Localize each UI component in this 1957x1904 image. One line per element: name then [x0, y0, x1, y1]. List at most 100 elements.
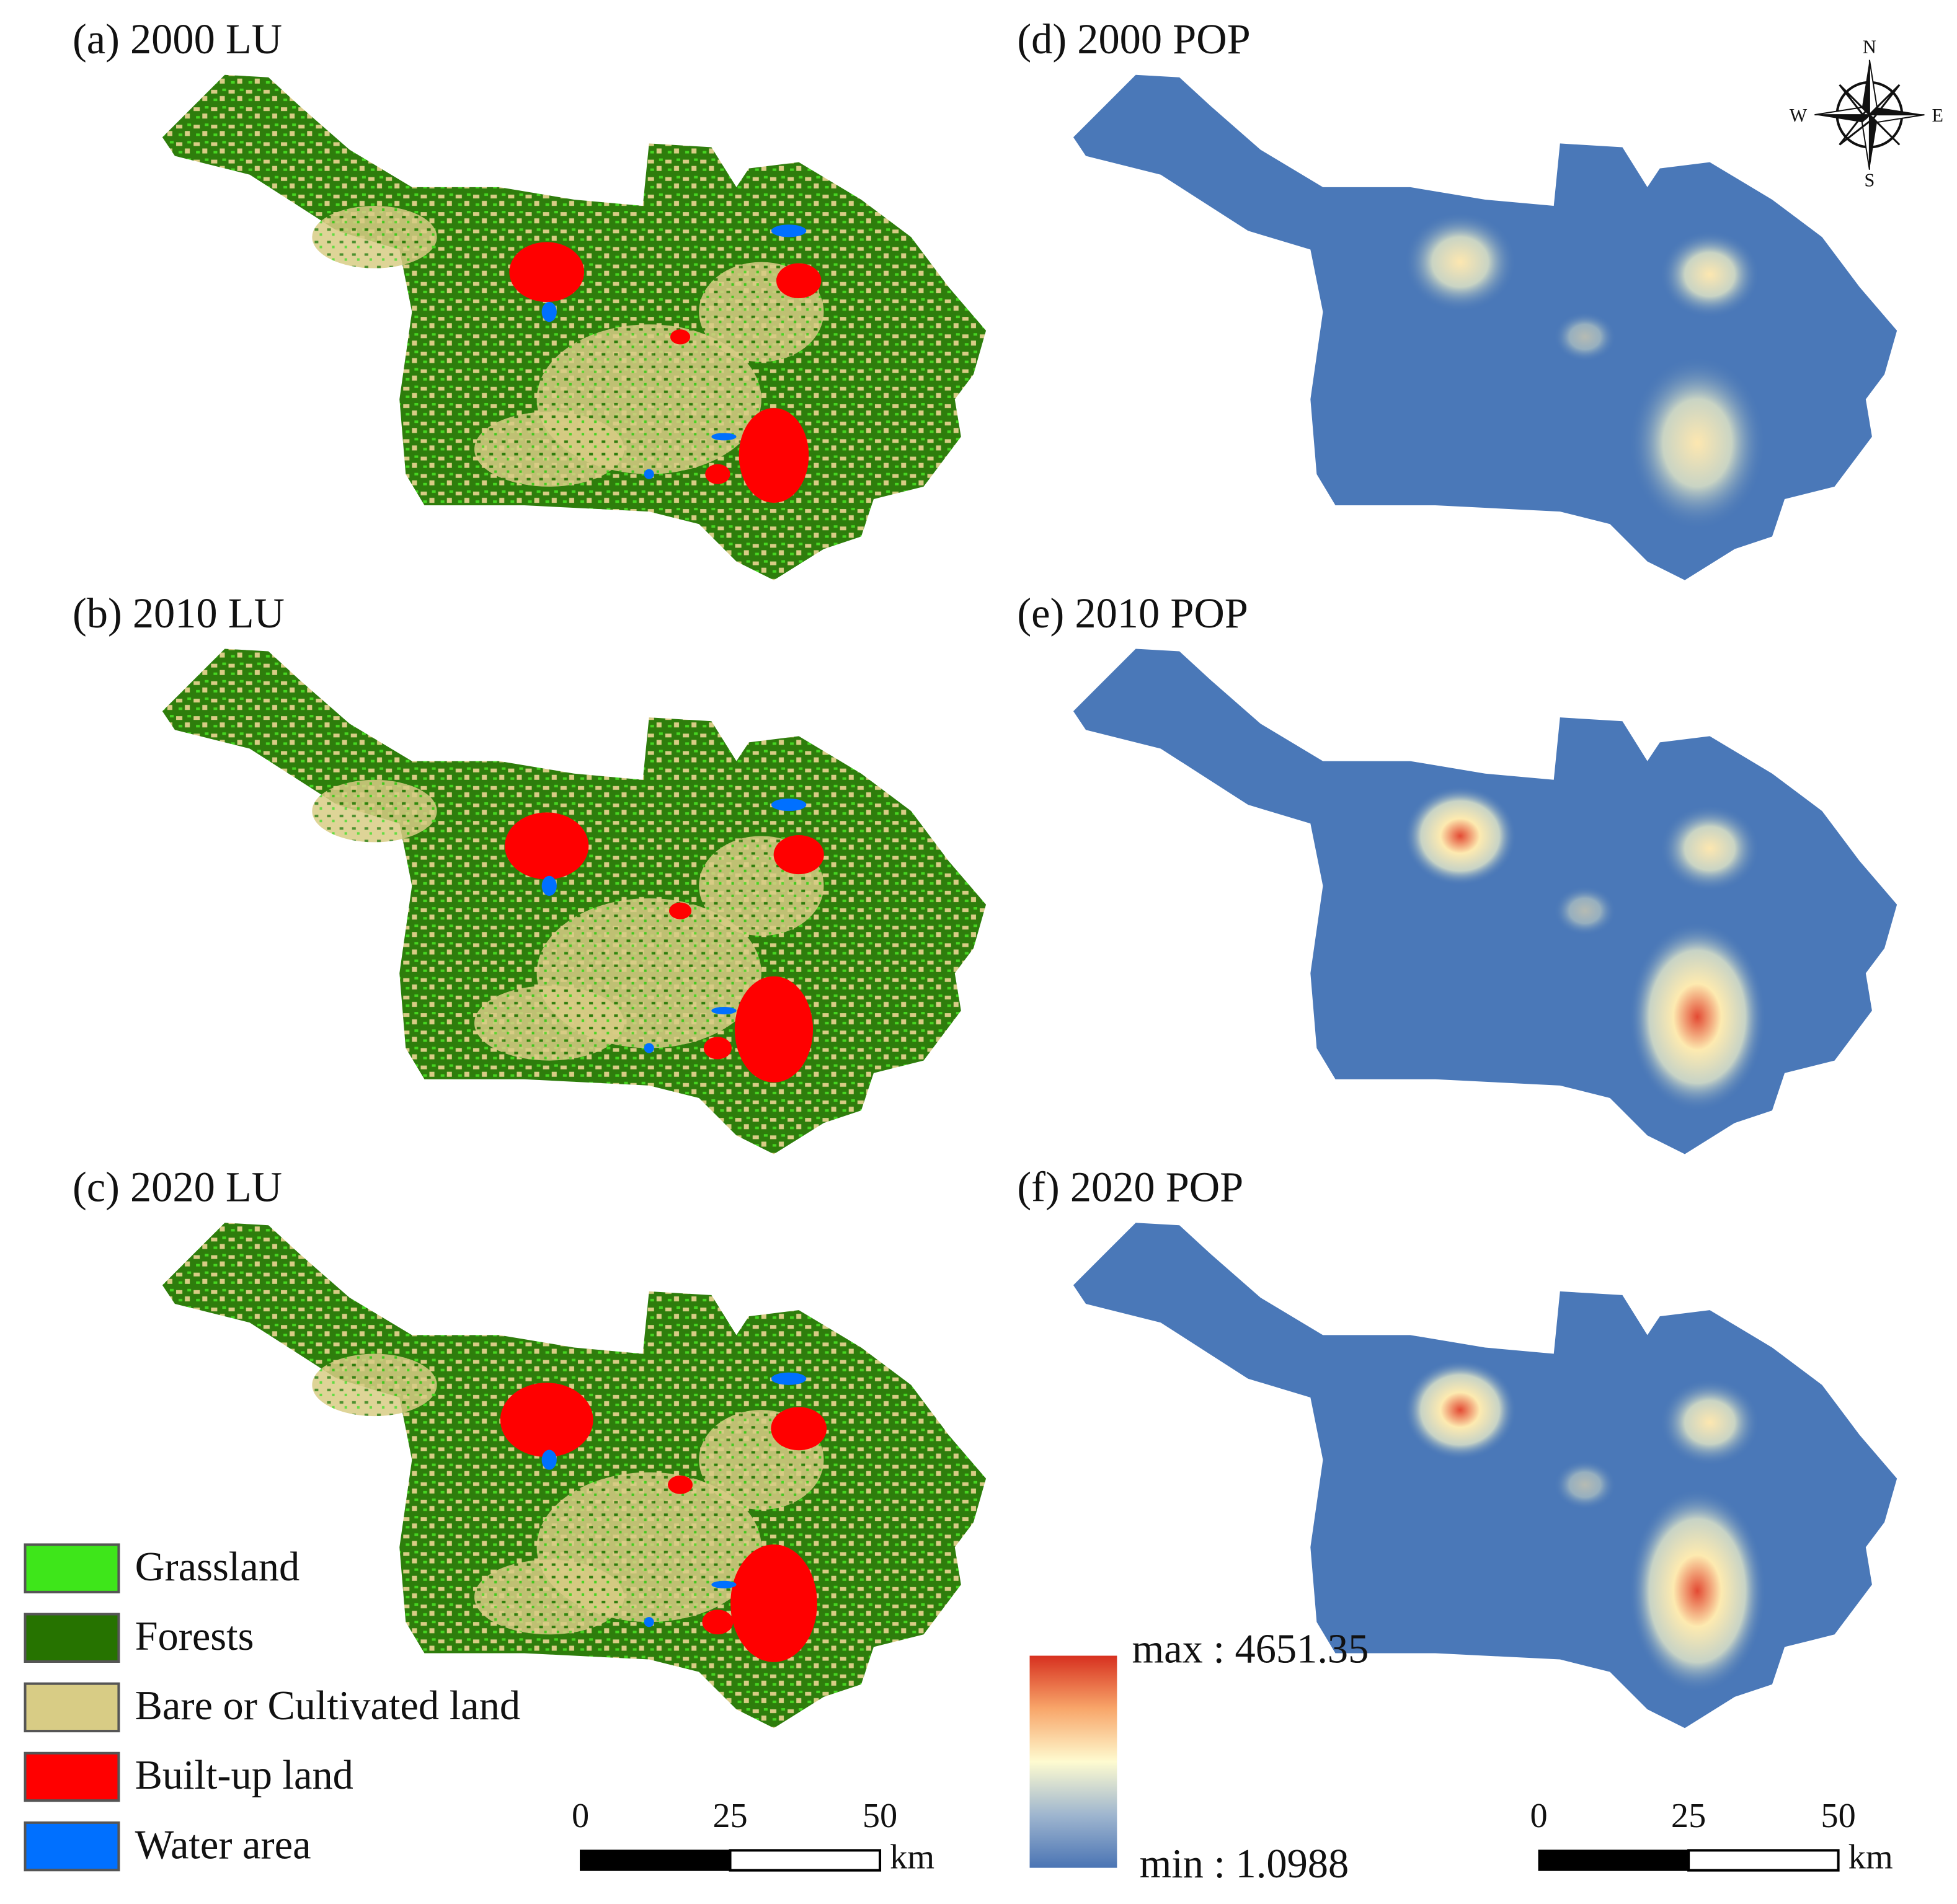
legend-swatch [24, 1821, 120, 1872]
population-hotspot [1553, 885, 1617, 936]
water-area [644, 1617, 654, 1627]
population-hotspot [1628, 922, 1766, 1112]
water-area [541, 875, 557, 896]
panel-title: (d) 2000 POP [1017, 15, 1250, 63]
scale-label: 0 [1530, 1797, 1548, 1835]
panel-title: (f) 2020 POP [1017, 1164, 1243, 1211]
bare-land [474, 1559, 624, 1635]
compass-star [1868, 114, 1925, 123]
legend-swatch [24, 1613, 120, 1663]
scale-unit: km [1848, 1838, 1893, 1876]
built-up-land [773, 835, 824, 875]
legend-label: Built-up land [135, 1753, 353, 1798]
compass: N E S W [1790, 36, 1943, 190]
panel-title: (a) 2000 LU [73, 15, 282, 63]
legend-label: Grassland [135, 1544, 300, 1590]
legend: Grassland Forests Bare or Cultivated land B… [24, 1543, 520, 1872]
built-up-land [670, 329, 691, 345]
population-hotspot [1553, 1459, 1617, 1510]
map [1073, 1223, 1897, 1729]
compass-w: W [1790, 105, 1808, 126]
water-area [644, 469, 654, 479]
compass-star [1839, 84, 1901, 146]
legend-swatch [24, 1682, 120, 1733]
colorbar: max : 4651.35 min : 1.0988 [1029, 1627, 1369, 1887]
scale-label: 50 [1821, 1797, 1855, 1835]
panel-title: (e) 2010 POP [1017, 590, 1248, 637]
map-area [162, 649, 987, 1154]
built-up-land [703, 1037, 732, 1060]
compass-n: N [1863, 36, 1876, 57]
map-area [162, 1223, 987, 1729]
scale-label: 25 [1671, 1797, 1706, 1835]
water-area [711, 433, 737, 441]
scale-bar-segment [729, 1849, 882, 1872]
map [162, 649, 987, 1154]
compass-s: S [1864, 170, 1875, 191]
water-area [541, 302, 557, 322]
built-up-land [500, 1383, 593, 1458]
water-area [771, 1372, 807, 1385]
scale-bar-segment [1687, 1849, 1840, 1872]
map-area [1073, 74, 1897, 580]
legend-label: Forests [135, 1614, 254, 1659]
legend-label: Water area [135, 1822, 311, 1867]
water-area [711, 1007, 737, 1015]
colorbar-ramp [1029, 1655, 1117, 1868]
built-up-land [771, 1407, 827, 1451]
map [1073, 649, 1897, 1154]
panel-title: (b) 2010 LU [73, 590, 285, 637]
water-area [771, 224, 807, 237]
water-area [711, 1580, 737, 1588]
built-up-land [730, 1544, 817, 1662]
population-hotspot [1628, 355, 1766, 531]
population-hotspot [1404, 212, 1517, 312]
legend-swatch [24, 1543, 120, 1593]
scale-bar-segment [1538, 1849, 1690, 1871]
scale-label: 0 [572, 1797, 589, 1835]
built-up-land [776, 263, 822, 298]
colorbar-min: min : 1.0988 [1140, 1841, 1349, 1887]
bare-land [312, 206, 437, 268]
bare-land [474, 412, 624, 487]
built-up-land [509, 242, 585, 303]
built-up-land [668, 902, 692, 919]
built-up-land [505, 812, 589, 880]
built-up-land [734, 976, 814, 1083]
compass-e: E [1932, 105, 1943, 126]
scale-label: 50 [863, 1797, 897, 1835]
panels: (a) 2000 LU (b) 2010 LU (c) 2020 LU (d) 200… [73, 15, 1897, 1729]
water-area [644, 1043, 654, 1053]
map-area [162, 74, 987, 580]
map-area [1073, 649, 1897, 1154]
population-hotspot [1404, 786, 1517, 886]
scale-unit: km [890, 1838, 934, 1876]
panel-title: (c) 2020 LU [73, 1164, 282, 1211]
map [162, 1223, 987, 1729]
built-up-land [702, 1610, 734, 1635]
compass-star [1868, 60, 1878, 117]
population-hotspot [1628, 1488, 1766, 1693]
colorbar-max: max : 4651.35 [1132, 1627, 1369, 1672]
water-area [541, 1450, 557, 1470]
population-hotspot [1659, 805, 1760, 892]
built-up-land [705, 464, 730, 484]
map [162, 74, 987, 580]
legend-label: Bare or Cultivated land [135, 1683, 520, 1729]
map [1073, 74, 1897, 580]
bare-land [474, 985, 624, 1061]
population-hotspot [1404, 1360, 1517, 1460]
population-hotspot [1659, 231, 1760, 319]
population-hotspot [1553, 312, 1617, 362]
built-up-land [739, 408, 809, 503]
bare-land [312, 779, 437, 843]
legend-swatch [24, 1751, 120, 1802]
scale-label: 25 [712, 1797, 747, 1835]
population-hotspot [1659, 1378, 1760, 1466]
bare-land [312, 1353, 437, 1417]
scale-bar-segment [580, 1849, 731, 1871]
water-area [771, 798, 807, 812]
